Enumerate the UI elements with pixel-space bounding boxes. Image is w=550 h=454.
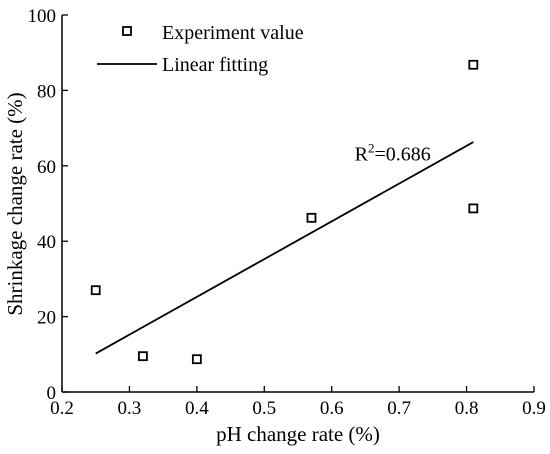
r-squared-superscript: 2: [368, 141, 375, 156]
r-squared-value: =0.686: [374, 144, 430, 166]
x-tick-label: 0.4: [185, 398, 209, 419]
data-point: [468, 203, 479, 214]
x-tick-label: 0.5: [252, 398, 276, 419]
y-tick-label: 40: [37, 232, 56, 253]
x-axis-label: pH change rate (%): [216, 422, 380, 446]
data-point: [90, 285, 101, 296]
legend-marker-experiment: [122, 26, 132, 36]
data-point: [468, 59, 479, 70]
x-tick-label: 0.8: [455, 398, 479, 419]
legend-label-experiment: Experiment value: [162, 22, 304, 44]
r-squared-prefix: R: [355, 144, 369, 166]
x-tick-label: 0.7: [387, 398, 411, 419]
y-tick-label: 100: [28, 6, 57, 27]
y-tick-label: 60: [37, 157, 56, 178]
data-point: [191, 354, 202, 365]
x-tick-label: 0.3: [118, 398, 142, 419]
y-axis-label: Shrinkage change rate (%): [3, 92, 27, 315]
y-tick-label: 20: [37, 308, 56, 329]
x-tick-label: 0.9: [522, 398, 546, 419]
data-point: [306, 212, 317, 223]
data-point: [138, 351, 148, 362]
y-tick-label: 80: [37, 81, 56, 102]
r-squared-annotation: R2=0.686: [355, 141, 431, 166]
legend-label-linear: Linear fitting: [162, 54, 268, 76]
series-layer: [90, 59, 479, 365]
x-tick-label: 0.6: [320, 398, 344, 419]
legend: Experiment value Linear fitting: [97, 22, 304, 76]
axes: [61, 15, 534, 393]
y-tick-label: 0: [47, 383, 57, 404]
linear-fit-line: [95, 141, 474, 355]
ticks: 0.2 0.3 0.4 0.5 0.6 0.7 0.8 0.9 0 20 40 60 80 100: [28, 6, 546, 419]
x-tick-label: 0.2: [50, 398, 74, 419]
